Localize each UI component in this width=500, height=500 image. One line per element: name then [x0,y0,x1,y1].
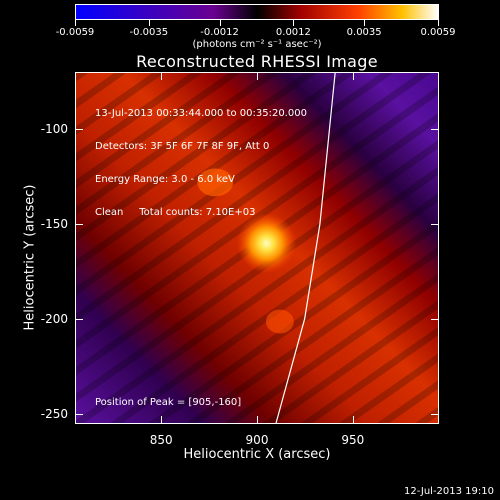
x-axis-label: Heliocentric X (arcsec) [183,447,331,462]
chart-title: Reconstructed RHESSI Image [136,52,378,71]
y-tick-mark [431,319,439,321]
timestamp: 12-Jul-2013 19:10 [403,486,494,497]
peak-source [236,213,297,274]
colorbar-tick-label: 0.0059 [420,27,456,38]
y-tick-mark [431,129,439,131]
y-tick-mark [75,414,83,416]
x-tick-mark [352,72,354,80]
colorbar-tick-label: 0.0035 [346,27,382,38]
y-tick-label: -150 [40,217,68,232]
colorbar-tick [293,20,295,26]
y-tick-mark [75,129,83,131]
emission-blob [197,168,234,197]
x-tick-mark [257,416,258,424]
colorbar-tick-label: 0.0012 [275,27,311,38]
info-line: Clean Total counts: 7.10E+03 [95,207,256,218]
y-axis-label: Heliocentric Y (arcsec) [22,184,38,331]
colorbar-tick [438,20,439,26]
y-tick-mark [431,414,439,416]
colorbar-tick-label: -0.0059 [55,27,95,38]
colorbar-tick-label: -0.0035 [129,27,169,38]
colorbar-tick [364,20,366,26]
x-tick-mark [161,416,163,424]
y-tick-mark [75,319,83,321]
colorbar [75,4,439,20]
y-tick-label: -200 [40,312,68,327]
colorbar-tick [148,20,150,26]
colorbar-tick [75,20,76,26]
colorbar-tick-label: -0.0012 [200,27,239,38]
info-line: 13-Jul-2013 00:33:44.000 to 00:35:20.000 [95,108,307,119]
x-tick-mark [352,416,354,424]
emission-blob [265,309,294,334]
x-tick-label: 900 [245,433,269,447]
info-line: Energy Range: 3.0 - 6.0 keV [95,174,235,185]
y-tick-mark [431,224,439,226]
x-tick-mark [257,72,258,80]
colorbar-tick [219,20,221,26]
x-tick-mark [161,72,163,80]
info-line: Detectors: 3F 5F 6F 7F 8F 9F, Att 0 [95,141,270,152]
y-tick-mark [75,224,83,226]
y-tick-label: -100 [40,122,68,137]
y-tick-label: -250 [40,407,68,422]
heatmap-plot [75,72,439,424]
x-tick-label: 850 [149,433,173,447]
x-tick-label: 950 [341,433,365,447]
solar-limb-line [275,73,336,423]
observation-info: 13-Jul-2013 00:33:44.000 to 00:35:20.000… [95,86,307,229]
colorbar-units-label: (photons cm⁻² s⁻¹ asec⁻²) [192,39,322,50]
peak-position-label: Position of Peak = [905,-160] [95,397,242,408]
